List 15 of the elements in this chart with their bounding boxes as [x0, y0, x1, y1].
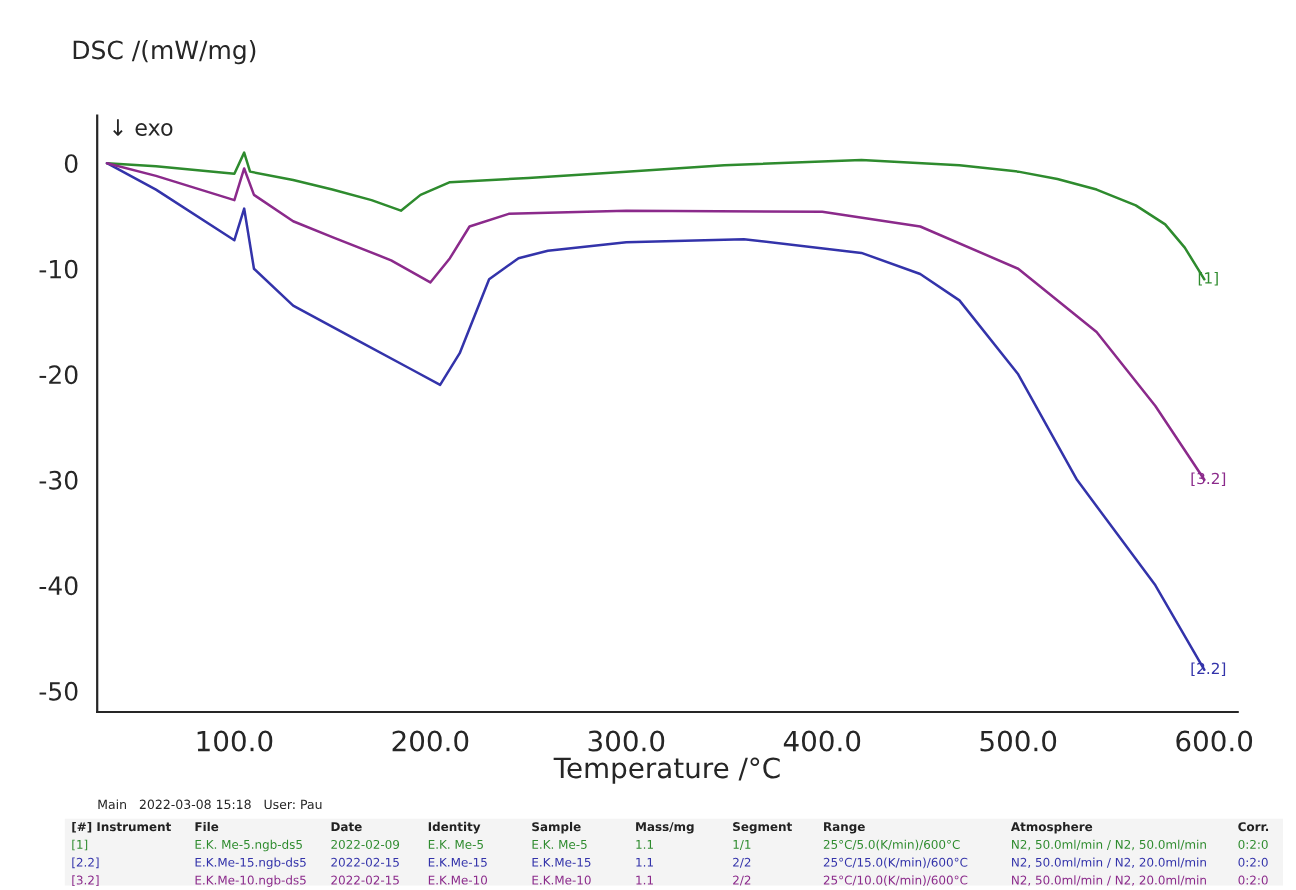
y-axis-title: DSC /(mW/mg) [73, 40, 256, 65]
y-tick-label: -20 [39, 365, 78, 385]
y-tick-label: -10 [39, 259, 78, 279]
x-axis-title: Temperature /°C [553, 757, 780, 784]
x-tick-label: 300.0 [588, 730, 665, 752]
annotation: ↓ exo [113, 119, 173, 136]
x-tick-label: 600.0 [1176, 730, 1253, 752]
y-tick-label: -30 [39, 470, 78, 490]
y-tick-label: -40 [39, 576, 78, 596]
x-tick-label: 500.0 [980, 730, 1057, 752]
x-tick-label: 100.0 [197, 730, 273, 752]
y-tick-label: -50 [39, 681, 78, 701]
y-tick-label: 0 [64, 154, 78, 174]
x-tick-label: 400.0 [783, 730, 861, 752]
x-tick-label: 200.0 [392, 730, 469, 752]
